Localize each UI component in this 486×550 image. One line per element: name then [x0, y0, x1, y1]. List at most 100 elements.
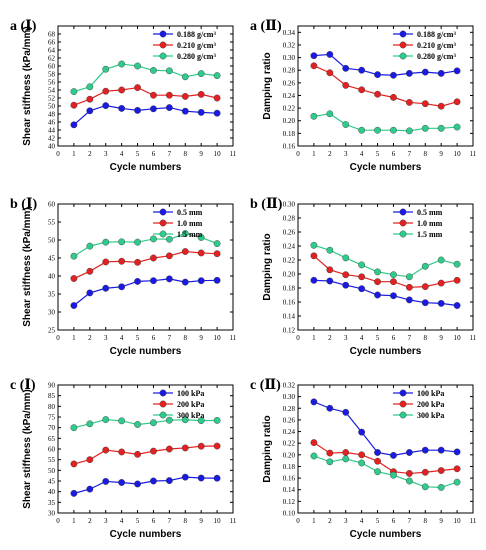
data-point: [374, 71, 381, 79]
x-axis-title: Cycle numbers: [110, 346, 182, 357]
data-point: [310, 112, 318, 120]
y-tick-label: 35: [48, 291, 56, 299]
x-tick-label: 3: [104, 150, 108, 158]
y-tick-label: 45: [48, 255, 56, 263]
data-point: [165, 91, 173, 99]
x-tick-label: 0: [296, 517, 300, 525]
legend-marker: [159, 400, 167, 408]
x-axis-title: Cycle numbers: [350, 162, 422, 173]
data-point: [310, 52, 318, 60]
y-tick-label: 58: [48, 71, 56, 79]
data-point: [326, 404, 334, 412]
data-point: [165, 445, 173, 453]
y-tick-label: 0.16: [283, 475, 296, 483]
x-tick-label: 6: [392, 517, 396, 525]
y-tick-label: 40: [48, 488, 56, 496]
y-tick-label: 0.20: [283, 271, 296, 279]
series-line: [73, 278, 218, 306]
x-tick-label: 9: [439, 334, 443, 342]
data-point: [70, 460, 78, 468]
x-tick-label: 6: [392, 150, 396, 158]
data-point: [197, 277, 205, 285]
legend: 0.188 g/cm³ 0.210 g/cm³ 0.280 g/cm³: [153, 30, 216, 61]
data-point: [390, 471, 397, 479]
data-point: [326, 110, 334, 118]
x-axis-title: Cycle numbers: [350, 529, 422, 540]
data-point: [374, 449, 381, 456]
data-point: [86, 420, 94, 428]
data-point: [213, 417, 221, 424]
x-tick-label: 5: [136, 334, 140, 342]
data-point: [165, 252, 173, 260]
chart-panel: a (Ⅰ)0 1 2 3 4 5 6 7 8 9 10 11404244464850525456586…: [10, 19, 237, 173]
data-point: [165, 104, 173, 112]
x-tick-label: 2: [328, 517, 332, 525]
plot-frame: [57, 25, 234, 147]
data-point: [118, 86, 126, 94]
data-point: [405, 99, 413, 106]
y-tick-label: 0.16: [283, 143, 296, 151]
data-point: [421, 483, 429, 491]
data-point: [118, 479, 126, 486]
y-tick-label: 55: [48, 219, 56, 227]
x-tick-label: 3: [104, 334, 108, 342]
x-tick-label: 7: [168, 517, 172, 525]
data-point: [342, 408, 350, 416]
chart-panel: a (Ⅱ) 0 1 2 3 4 5 6 7 8 9 10 11 0.16 0.18 0.20 0.22 0.24 0…: [250, 19, 477, 173]
data-point: [70, 121, 78, 129]
data-point: [310, 452, 318, 460]
y-tick-label: 0.14: [283, 313, 296, 321]
x-tick-label: 5: [376, 517, 380, 525]
data-point: [374, 268, 381, 276]
data-point: [181, 230, 189, 237]
data-point: [181, 248, 189, 255]
data-point: [181, 444, 189, 452]
y-tick-label: 46: [48, 119, 56, 127]
x-tick-label: 7: [168, 150, 172, 158]
x-tick-label: 6: [152, 150, 156, 158]
data-point: [181, 473, 189, 481]
x-tick-label: 3: [344, 150, 348, 158]
data-point: [358, 261, 366, 269]
y-tick-label: 50: [48, 237, 56, 245]
data-point: [310, 439, 318, 446]
y-tick-label: 52: [48, 95, 56, 103]
data-point: [165, 416, 173, 424]
data-point: [165, 67, 173, 75]
data-point: [213, 240, 221, 248]
plot-frame: [57, 203, 234, 331]
y-tick-label: 0.16: [283, 299, 296, 307]
data-point: [310, 276, 318, 284]
x-tick-label: 4: [120, 334, 124, 342]
y-tick-label: 60: [48, 63, 56, 71]
y-tick-label: 0.26: [283, 416, 296, 424]
y-axis-title: Damping ratio: [262, 233, 273, 300]
legend-marker: [399, 400, 407, 408]
legend-marker: [399, 30, 407, 38]
x-tick-label: 5: [136, 150, 140, 158]
data-point: [102, 284, 110, 292]
y-tick-label: 0.28: [283, 215, 296, 223]
data-point: [70, 101, 78, 109]
y-tick-label: 60: [48, 201, 56, 209]
data-point: [150, 91, 157, 99]
x-tick-label: 0: [296, 334, 300, 342]
data-point: [134, 62, 141, 70]
y-tick-label: 0.34: [283, 29, 296, 37]
x-tick-label: 8: [184, 334, 188, 342]
y-tick-label: 50: [48, 103, 56, 111]
data-point: [453, 260, 461, 268]
x-tick-label: 1: [312, 334, 316, 342]
legend-label: 0.188 g/cm³: [177, 30, 216, 39]
data-point: [70, 88, 78, 96]
data-point: [405, 127, 413, 135]
data-point: [437, 467, 445, 474]
data-point: [86, 485, 94, 493]
data-point: [165, 235, 173, 243]
legend-label: 0.210 g/cm³: [177, 41, 216, 50]
legend-marker: [399, 208, 407, 216]
series-line: [313, 255, 458, 288]
data-point: [70, 489, 78, 497]
legend: 100 kPa 200 kPa 300 kPa: [393, 389, 444, 420]
data-point: [390, 71, 397, 79]
